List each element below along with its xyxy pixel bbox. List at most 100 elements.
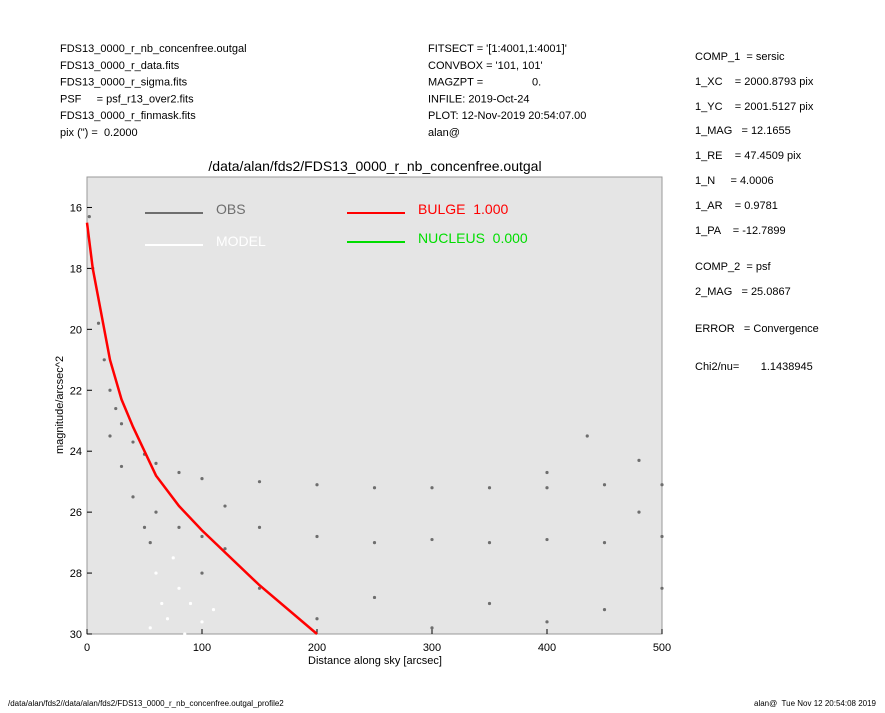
y-tick-label: 24 [70,446,82,458]
point [165,617,170,621]
point [211,608,216,612]
point [487,601,492,606]
point [177,586,181,590]
x-tick-label: 100 [193,642,211,654]
header-right-line: 1_RE = 47.4509 pix [695,150,802,162]
header-left-line: FDS13_0000_r_finmask.fits [60,110,196,122]
point [177,525,181,529]
x-axis-label: Distance along sky [arcsec] [308,655,442,667]
header-right-line: 2_MAG = 25.0867 [695,286,791,298]
y-tick-label: 30 [70,629,82,641]
y-tick-label: 22 [70,385,82,397]
y-tick-label: 16 [70,202,82,214]
point [660,483,664,487]
point [315,617,319,621]
point [257,480,262,484]
point [177,470,181,475]
header-middle-line: INFILE: 2019-Oct-24 [428,93,530,105]
header-right-line: 1_PA = -12.7899 [695,225,786,237]
point [102,358,106,362]
point [637,458,641,462]
point [660,534,664,539]
footer-left: /data/alan/fds2//data/alan/fds2/FDS13_00… [8,699,284,708]
y-tick-label: 18 [70,263,82,275]
header-left-line: FDS13_0000_r_data.fits [60,60,180,72]
plot-area [86,176,663,635]
point [602,608,607,612]
point [315,534,319,539]
point [148,541,152,545]
point [602,541,607,545]
point [372,541,377,545]
header-right-line: 1_YC = 2001.5127 pix [695,101,814,113]
point [119,464,124,469]
header-right-line: 1_AR = 0.9781 [695,200,778,212]
x-tick-label: 0 [84,642,90,654]
point [154,571,158,575]
point [602,483,607,487]
header-left-line: PSF = psf_r13_over2.fits [60,93,194,105]
x-tick-label: 300 [423,642,441,654]
point [131,495,135,499]
point [160,601,164,606]
header-right-line: ERROR = Convergence [695,323,819,335]
header-right-line: 1_N = 4.0006 [695,175,774,187]
point [114,406,118,411]
header-left-line: FDS13_0000_r_sigma.fits [60,77,188,89]
point [108,434,112,438]
chart-title: /data/alan/fds2/FDS13_0000_r_nb_concenfr… [208,158,541,174]
point [200,620,204,624]
point [430,537,434,542]
point [430,486,434,490]
point [223,547,227,551]
point [660,586,664,590]
legend-label: MODEL [216,233,266,249]
point [200,477,204,481]
point [200,534,204,539]
point [188,601,193,606]
legend-label: BULGE 1.000 [418,201,508,217]
point [257,525,262,529]
point [545,470,549,475]
point [372,595,377,600]
footer-right: alan@ Tue Nov 12 20:54:08 2019 [754,699,877,708]
header-middle-line: alan@ [428,127,460,139]
legend-label: NUCLEUS 0.000 [418,230,528,246]
point [223,504,227,508]
point [183,632,187,636]
y-tick-label: 28 [70,568,82,580]
x-tick-label: 200 [308,642,326,654]
header-middle-line: PLOT: 12-Nov-2019 20:54:07.00 [428,110,586,122]
point [430,626,434,630]
point [96,321,101,325]
point [154,461,158,465]
point [487,541,492,545]
line-series [85,222,318,635]
header-middle-line: CONVBOX = '101, 101' [428,60,543,72]
header-right-line: 1_XC = 2000.8793 pix [695,76,814,88]
point [637,510,641,514]
point [87,215,91,219]
header-right-line: COMP_1 = sersic [695,51,785,63]
header-right-line: 1_MAG = 12.1655 [695,125,791,137]
point [171,556,175,560]
header-right-line: COMP_2 = psf [695,261,771,273]
header-middle-line: MAGZPT = 0. [428,77,541,89]
point [131,440,135,444]
point [148,626,152,630]
header-right-line: Chi2/nu= 1.1438945 [695,361,813,373]
legend-label: OBS [216,201,246,217]
header-left-line: pix (") = 0.2000 [60,127,138,139]
point [545,486,549,490]
point [142,525,147,529]
y-axis-label: magnitude/arcsec^2 [54,356,66,454]
y-tick-label: 20 [70,324,82,336]
point [372,486,377,490]
point [585,434,589,438]
x-tick-label: 500 [653,642,671,654]
x-tick-label: 400 [538,642,556,654]
y-tick-label: 26 [70,507,82,519]
header-left-line: FDS13_0000_r_nb_concenfree.outgal [60,43,247,55]
point [315,483,319,487]
